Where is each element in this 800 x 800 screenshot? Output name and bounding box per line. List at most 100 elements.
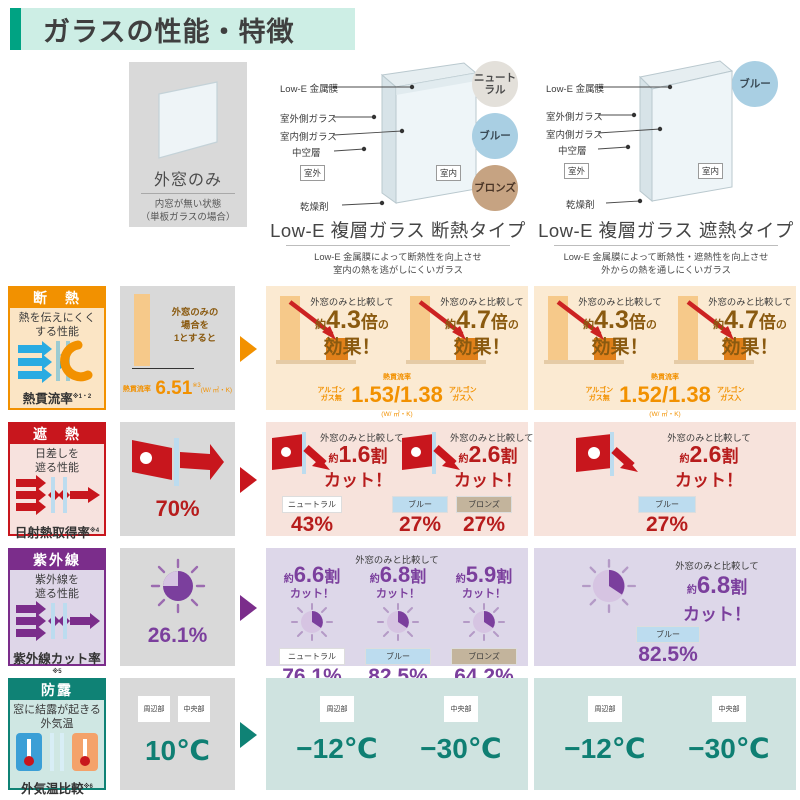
stat-value: 4.3 (594, 306, 629, 334)
label-indoor: 室内 (436, 165, 462, 181)
category-shading: 遮 熱日差しを 遮る性能 日射熱取得率※4 (8, 422, 106, 540)
temp-tag: 中央部 (712, 696, 746, 722)
stat-lead: 外窓のみと比較して (708, 297, 792, 307)
bar-drop-chart (674, 296, 754, 364)
stat-tail: の (507, 319, 519, 331)
swatch-blue-2-label: ブルー (739, 78, 771, 90)
stat-suffix: 倍 (490, 313, 508, 332)
temp-tag: 周辺部 (320, 696, 354, 722)
stat-value: 2.6 (468, 441, 501, 467)
stat-value: 1.6 (338, 441, 371, 467)
base-temp-value: 10 (144, 735, 177, 766)
label-outdoor: 室外 (300, 165, 326, 181)
base-note: 外窓のみの 場合を 1とすると (171, 307, 219, 343)
row-uv: 紫外線 紫外線を 遮る性能 紫外線カット率※5 26.1% 外窓のみと比較して 約6.6割カ… (0, 544, 800, 688)
stat-prefix: 約 (455, 574, 466, 585)
bar-drop-chart (406, 296, 486, 364)
arrow-icon-condensation (240, 722, 257, 748)
swatch-neutral-label: ニュートラル (474, 72, 516, 96)
panel-uv-shading: 外窓のみと比較して 約6.8割 カット！ ブルー 82.5% (534, 548, 796, 666)
category-metric-uv: 紫外線カット率※5 (13, 652, 101, 675)
temp-unit: ℃ (343, 733, 378, 764)
base-baseline (132, 368, 194, 369)
label-indoor-2: 室内 (698, 163, 724, 179)
base-tag-edge: 周辺部 (138, 696, 170, 722)
insulation-desc-line2: 室内の熱を逃がしにくいガラス (333, 265, 463, 275)
stat-prefix: 約 (686, 585, 697, 596)
result-neutral: ニュートラル 43% (282, 496, 342, 537)
single-sub-line1: 内窓が無い状態 (154, 199, 222, 210)
chip-label: ブルー (392, 496, 448, 513)
label-outer-glass: 室外側ガラス (280, 114, 337, 125)
insulation-type-desc: Low-E 金属膜によって断熱性を向上させ 室内の熱を逃がしにくいガラス (264, 251, 532, 277)
column-insulation-type: Low-E 金属膜 室外側ガラス 室内側ガラス 中空層 乾燥剤 室外 室内 Lo… (264, 55, 532, 280)
stat-value: 4.7 (724, 306, 759, 334)
swatch-neutral: ニュートラル (472, 61, 518, 107)
base-bar (134, 294, 150, 366)
sun-arrow-small-icon (272, 432, 330, 474)
panel-tag-left: アルゴン ガス無 (317, 387, 346, 402)
column-shading-type: Low-E 金属膜 室外側ガラス 室内側ガラス 中空層 乾燥剤 室外 室内 Lo… (532, 55, 800, 280)
stat-prefix: 約 (458, 454, 469, 465)
panel-metric-label: 熱貫流率 (383, 374, 411, 381)
swatch-blue-label: ブルー (479, 130, 511, 142)
base-value-condensation: 周辺部 中央部 10℃ (120, 678, 235, 790)
sun-cut-icon (377, 603, 419, 641)
stat-lead: 外窓のみと比較して (320, 433, 404, 443)
panel-condensation-insulation: 周辺部 −12℃ 中央部 −30℃ (266, 678, 528, 790)
temp-block: 中央部 −30℃ (418, 696, 504, 765)
label-inner-glass-2: 室内側ガラス (546, 130, 603, 141)
panel-metric: 熱貫流率 アルゴン ガス無 1.53/1.38 アルゴン ガス入 (W/ ㎡・K) (266, 372, 528, 418)
panel-metric-unit: (W/ ㎡・K) (649, 411, 681, 418)
result-blue: ブルー 27% (392, 496, 448, 537)
heat-flow-icon (18, 340, 93, 383)
stat-suffix: 割 (324, 569, 341, 586)
panel-shading-insulation: 外窓のみと比較して 約1.6割 カット！ 外窓のみと比較して 約2.6割 カット！ ニュート… (266, 422, 533, 537)
category-icon-insulation (10, 339, 104, 388)
chip-label: ブルー (638, 496, 696, 513)
category-sub-uv: 紫外線を 遮る性能 (35, 574, 79, 600)
top-comparison-strip: 外窓のみ 内窓が無い状態 （単板ガラスの場合） Low-E 金属膜 室外 (0, 55, 800, 280)
label-outer-glass-2: 室外側ガラス (546, 112, 603, 123)
arrow-icon-uv (240, 595, 257, 621)
shading-type-desc: Low-E 金属膜によって断熱性・遮熱性を向上させ 外からの熱を通しにくいガラス (532, 251, 800, 277)
stat-suffix: 割 (730, 578, 748, 597)
category-icon-uv (10, 601, 104, 648)
sun-pie-icon (150, 558, 206, 614)
page-title: ガラスの性能・特徴 (43, 16, 295, 47)
category-metric-insulation: 熱貫流率※1・2 (22, 392, 92, 406)
single-pane-illustration (158, 81, 218, 159)
swatch-blue: ブルー (472, 113, 518, 159)
shading-type-title: Low-E 複層ガラス 遮熱タイプ (538, 220, 794, 241)
sun-arrow-icon (132, 438, 224, 486)
stat-suffix: 倍 (628, 313, 646, 332)
sun-cut-icon (463, 603, 505, 641)
category-metric-condensation: 外気温比較※6 (21, 782, 93, 796)
stat-line2: 効果！ (453, 337, 511, 358)
stat-suffix: 割 (370, 447, 388, 466)
stat-suffix: 割 (721, 447, 739, 466)
label-air-layer-2: 中空層 (558, 146, 587, 157)
label-outdoor-2: 室外 (564, 163, 590, 179)
chip-value: 27% (462, 513, 506, 536)
panel-metric-unit: (W/ ㎡・K) (381, 411, 413, 418)
stat-block: 外窓のみと比較して 約6.8割 カット！ (652, 558, 782, 625)
panel-condensation-shading: 周辺部 −12℃ 中央部 −30℃ (534, 678, 796, 790)
column-single-glazing: 外窓のみ 内窓が無い状態 （単板ガラスの場合） (112, 55, 264, 280)
stat-prefix: 約 (713, 319, 725, 331)
label-air-layer: 中空層 (292, 148, 321, 159)
temp-block: 周辺部 −12℃ (294, 696, 380, 765)
stat-suffix: 割 (496, 569, 513, 586)
title-accent-bar (10, 8, 21, 50)
base-metric-label: 熱貫流率 (122, 386, 151, 393)
sun-cut-icon (291, 603, 333, 641)
stat-suffix: 倍 (758, 313, 776, 332)
category-uv: 紫外線 紫外線を 遮る性能 紫外線カット率※5 (8, 548, 106, 675)
stat-line2: カット！ (675, 471, 743, 490)
stat-block: 約6.6割 カット！ ニュートラル 76.1% (270, 562, 354, 689)
page-title-bar: ガラスの性能・特徴 (10, 8, 355, 50)
sun-arrow-small-icon (576, 432, 638, 476)
stat-prefix: 約 (369, 574, 380, 585)
temp-unit: ℃ (611, 733, 646, 764)
category-icon-shading (10, 475, 104, 522)
